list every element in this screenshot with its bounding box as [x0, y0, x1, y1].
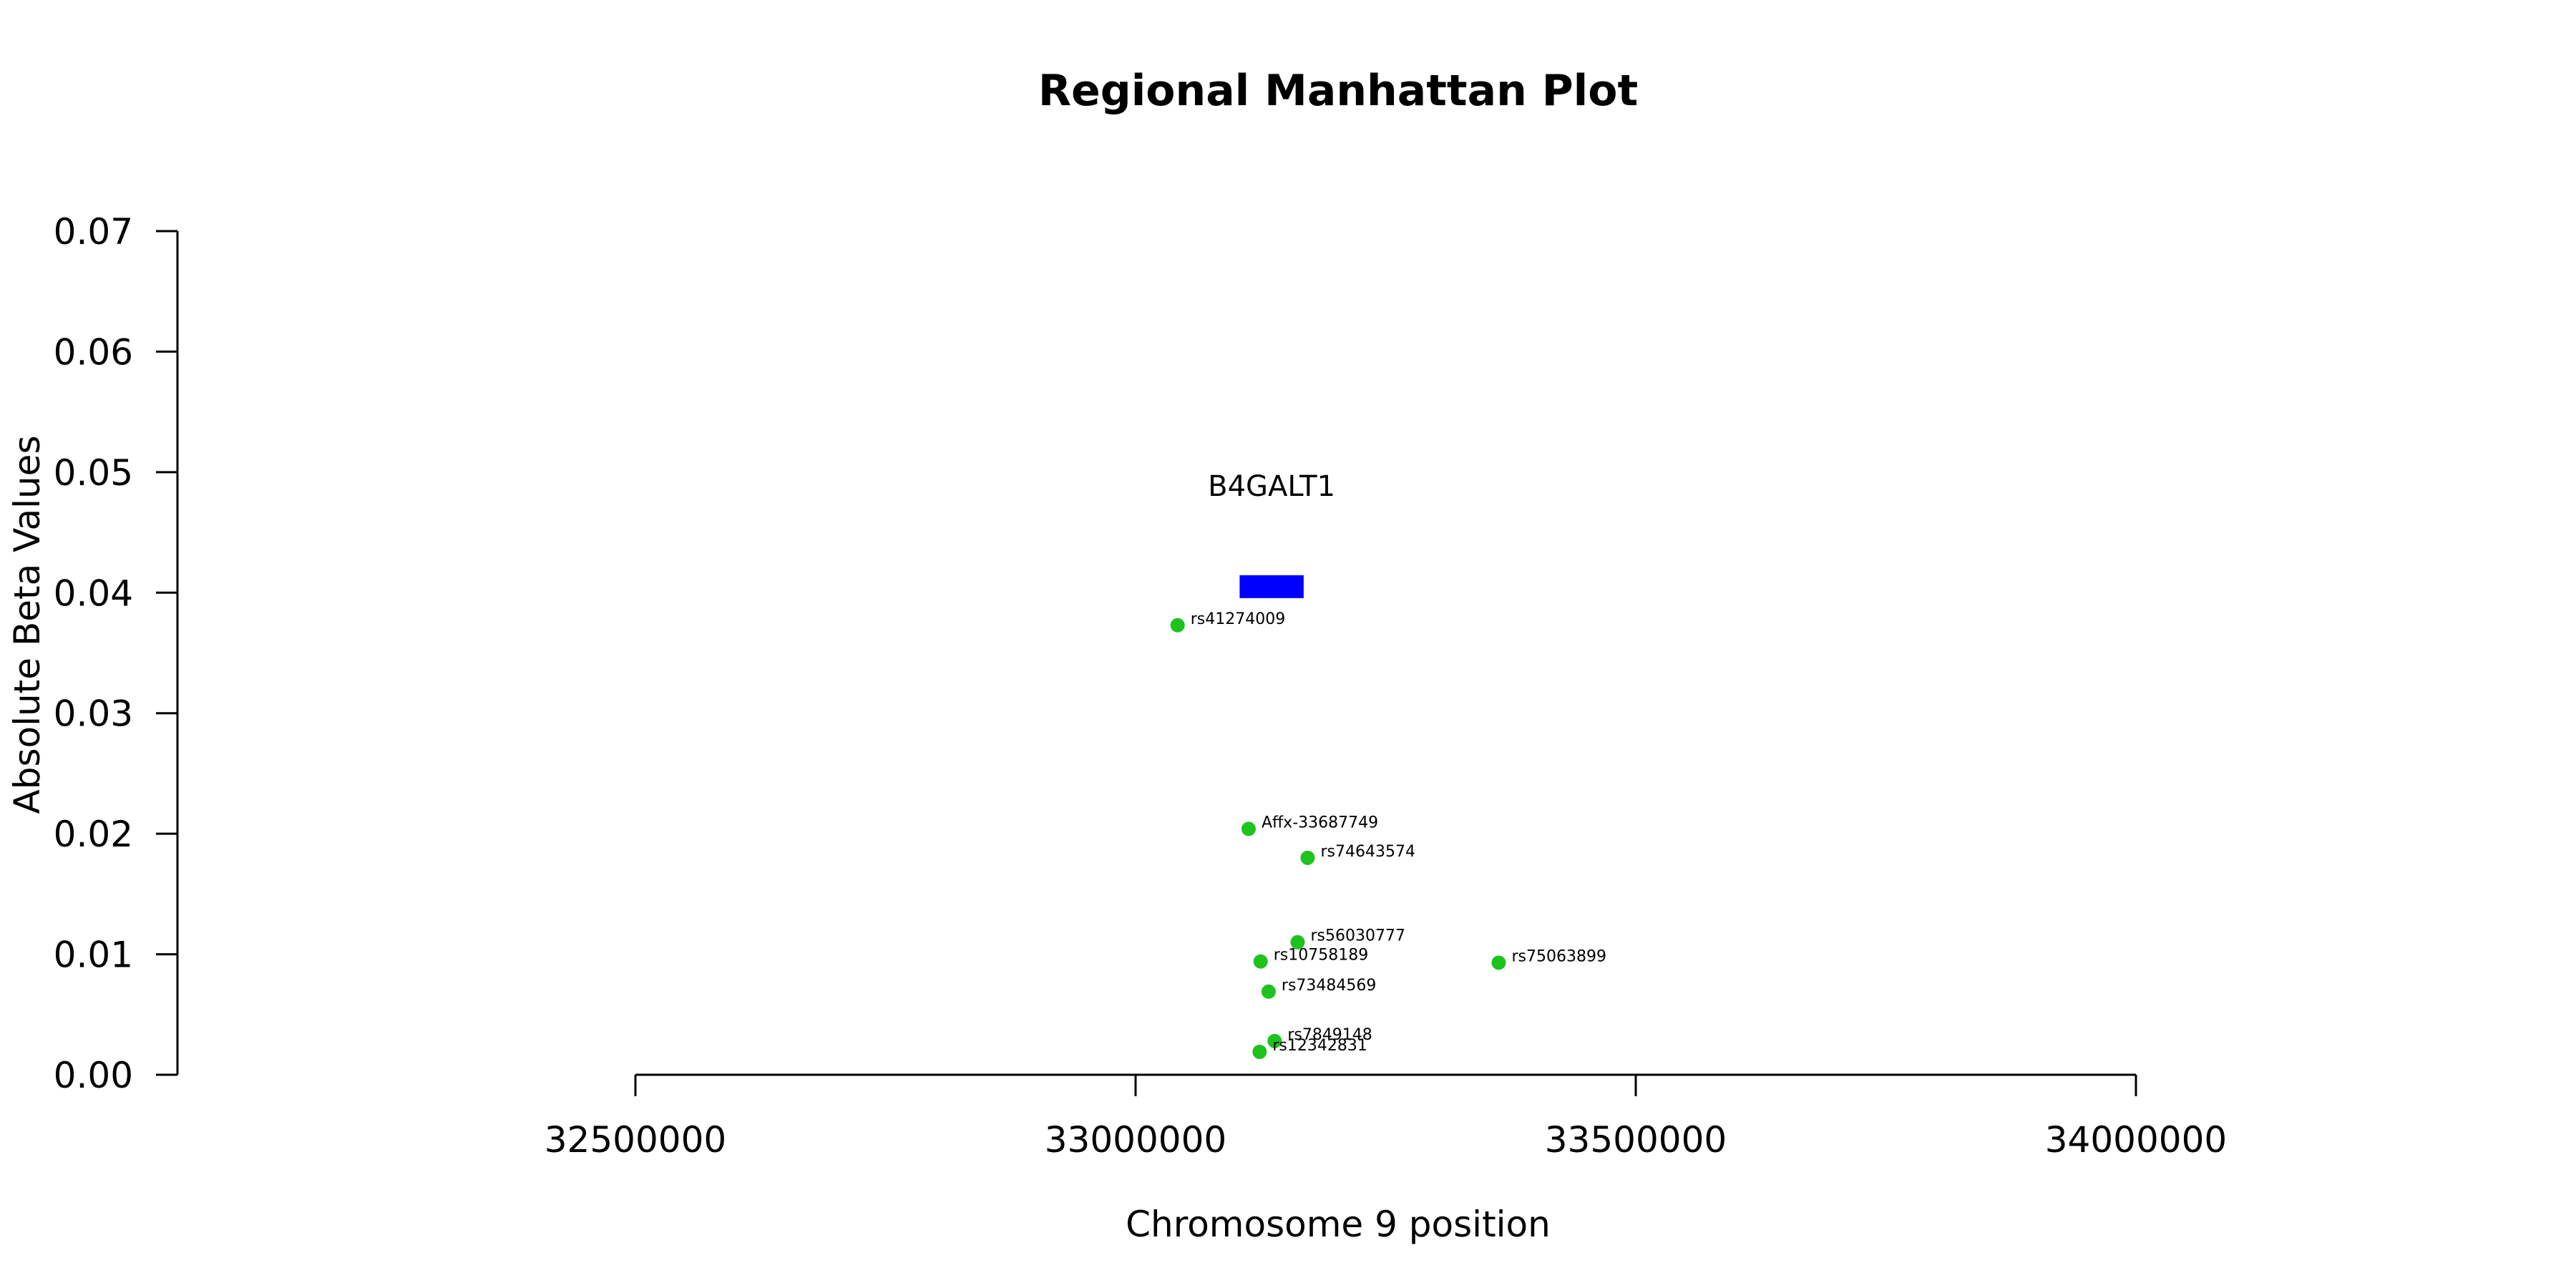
y-tick-label: 0.07	[54, 211, 133, 253]
chart-title: Regional Manhattan Plot	[1038, 66, 1638, 116]
snp-point	[1491, 955, 1506, 970]
snp-point	[1267, 1033, 1282, 1048]
y-axis-title: Absolute Beta Values	[6, 436, 48, 814]
snp-points: rs41274009 Affx-33687749 rs74643574 rs56030…	[1170, 610, 1606, 1059]
y-tick-label: 0.06	[54, 331, 133, 373]
snp-label: rs73484569	[1282, 977, 1376, 995]
snp-label: rs10758189	[1274, 947, 1368, 965]
gene-track: B4GALT1	[1208, 470, 1335, 598]
gene-bar	[1239, 575, 1304, 598]
snp-label: rs56030777	[1310, 927, 1405, 945]
snp-point	[1252, 1044, 1267, 1059]
x-tick-label: 34000000	[2045, 1119, 2228, 1161]
x-axis: 32500000 33000000 33500000 34000000	[545, 1073, 2228, 1161]
y-tick-label: 0.05	[54, 452, 133, 494]
x-tick-label: 33000000	[1045, 1119, 1227, 1161]
snp-point	[1261, 984, 1276, 999]
x-axis-title: Chromosome 9 position	[1126, 1204, 1551, 1245]
snp-label: rs74643574	[1320, 843, 1415, 861]
y-tick-label: 0.03	[54, 693, 133, 735]
snp-point	[1170, 618, 1185, 633]
y-axis: 0.00 0.01 0.02 0.03 0.04 0.05 0.06 0.07	[54, 211, 179, 1096]
snp-point	[1253, 954, 1268, 969]
snp-label: rs41274009	[1191, 610, 1285, 628]
snp-label: rs7849148	[1287, 1026, 1372, 1044]
snp-label: rs75063899	[1511, 947, 1606, 965]
y-tick-label: 0.04	[54, 572, 133, 614]
y-tick-label: 0.02	[54, 814, 133, 855]
snp-point	[1290, 935, 1305, 950]
y-tick-label: 0.01	[54, 935, 133, 976]
x-tick-label: 33500000	[1545, 1119, 1727, 1161]
gene-label: B4GALT1	[1208, 470, 1335, 503]
snp-label: rs12342831	[1272, 1037, 1367, 1055]
snp-label: Affx-33687749	[1262, 814, 1378, 831]
snp-point	[1300, 850, 1315, 865]
x-tick-label: 32500000	[545, 1119, 727, 1161]
y-tick-label: 0.00	[54, 1055, 133, 1096]
snp-point	[1241, 821, 1256, 836]
